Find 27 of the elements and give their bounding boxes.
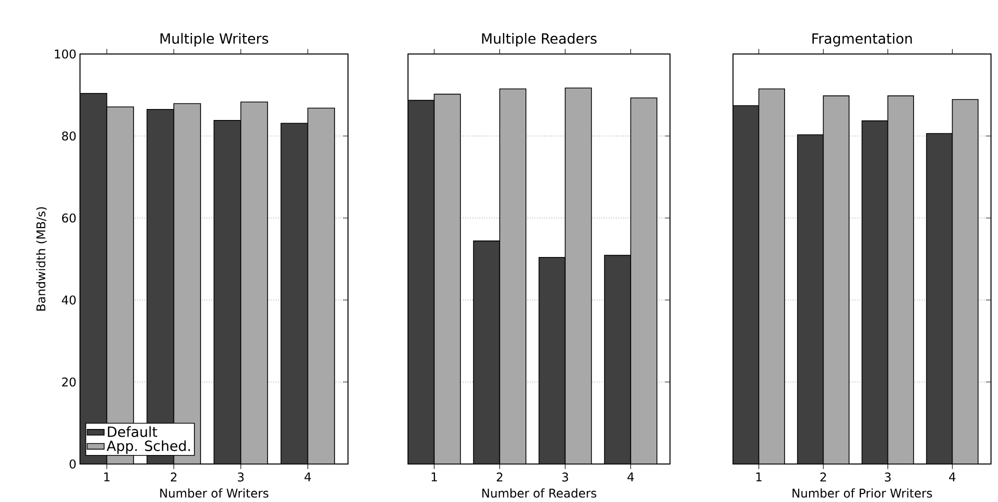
x-tick-label: 4: [627, 472, 634, 482]
x-tick-label: 2: [170, 472, 176, 482]
y-tick-label: 80: [62, 131, 76, 141]
x-tick-label: 4: [304, 472, 311, 482]
chart-title: Fragmentation: [812, 33, 912, 46]
y-tick-label: 20: [62, 377, 76, 387]
x-tick-label: 2: [496, 472, 502, 482]
y-tick-label: 0: [70, 459, 76, 469]
x-tick-label: 1: [432, 472, 437, 482]
y-axis-title: Bandwidth (MB/s): [36, 207, 47, 311]
x-tick-label: 3: [238, 472, 244, 482]
y-tick-label: 40: [62, 295, 76, 305]
x-tick-label: 2: [820, 472, 826, 482]
chart-title: Multiple Readers: [482, 33, 597, 46]
x-tick-label: 1: [104, 472, 110, 482]
x-axis-title: Number of Readers: [482, 488, 596, 498]
x-tick-label: 1: [756, 472, 762, 482]
x-axis-title: Number of Prior Writers: [792, 488, 932, 498]
x-tick-label: 4: [949, 472, 956, 482]
y-tick-label: 60: [62, 213, 76, 223]
x-tick-label: 3: [884, 472, 891, 482]
x-tick-label: 3: [562, 472, 568, 482]
chart-title: Multiple Writers: [160, 33, 268, 46]
legend-label: Default: [108, 426, 158, 438]
y-tick-label: 100: [54, 49, 76, 59]
x-axis-title: Number of Writers: [160, 488, 268, 498]
legend-label: App. Sched.: [106, 440, 190, 454]
